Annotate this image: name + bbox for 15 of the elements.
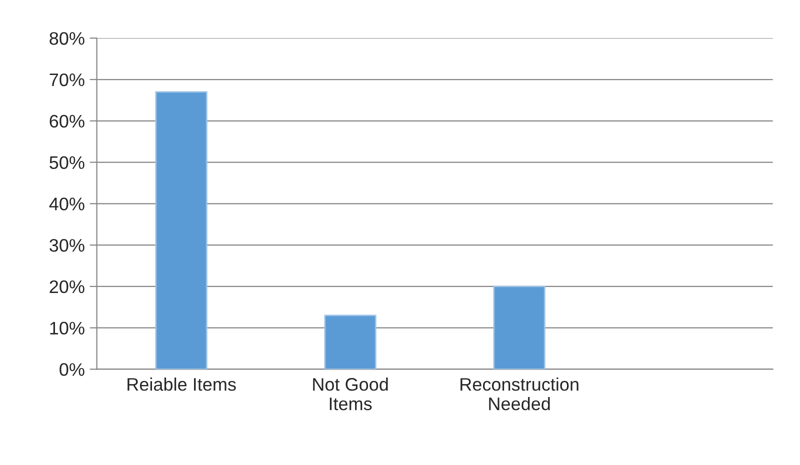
y-tick-label: 10% [50,322,84,335]
y-tick-label: 60% [50,114,84,128]
bar [493,286,546,370]
y-tick-label: 0% [60,363,84,376]
x-tick-label: Not Good Items [313,378,388,410]
x-tick-label: Reconstruction Needed [460,378,578,410]
bar [324,314,376,370]
y-tick-label: 40% [49,198,84,210]
y-tick-label: 20% [50,280,84,294]
bar [155,91,208,370]
y-tick-label: 70% [50,73,84,86]
y-tick-label: 80% [50,32,84,45]
y-tick-label: 50% [50,156,84,170]
x-tick-label: Reiable Items [128,378,236,391]
y-tick-label: 30% [50,238,84,252]
